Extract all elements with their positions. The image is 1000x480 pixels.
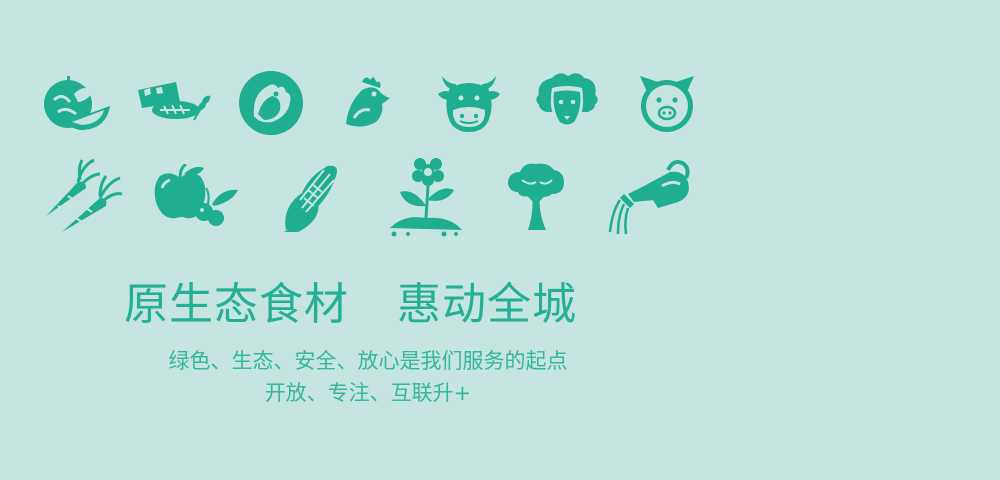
- tagline-line1: 绿色、生态、安全、放心是我们服务的起点: [168, 349, 568, 373]
- apple-berries-icon: [152, 164, 240, 228]
- headline: 原生态食材 惠动全城: [124, 268, 577, 332]
- watering-can-icon: [604, 156, 694, 236]
- tagline-line2: 开放、专注、互联升+: [264, 381, 472, 405]
- cow-icon: [436, 72, 502, 134]
- chicken-badge-icon: [238, 70, 304, 136]
- carrots-icon: [42, 156, 124, 236]
- pig-icon: [636, 72, 698, 134]
- watermelon-icon: [40, 72, 112, 134]
- bread-wheat-icon: [136, 76, 212, 124]
- sheep-icon: [532, 70, 602, 134]
- tree-icon: [504, 160, 568, 232]
- headline-part1: 原生态食材: [124, 279, 349, 330]
- chicken-head-icon: [340, 74, 396, 130]
- headline-part2: 惠动全城: [397, 279, 577, 330]
- corn-icon: [278, 160, 342, 234]
- flower-sprout-icon: [384, 156, 466, 238]
